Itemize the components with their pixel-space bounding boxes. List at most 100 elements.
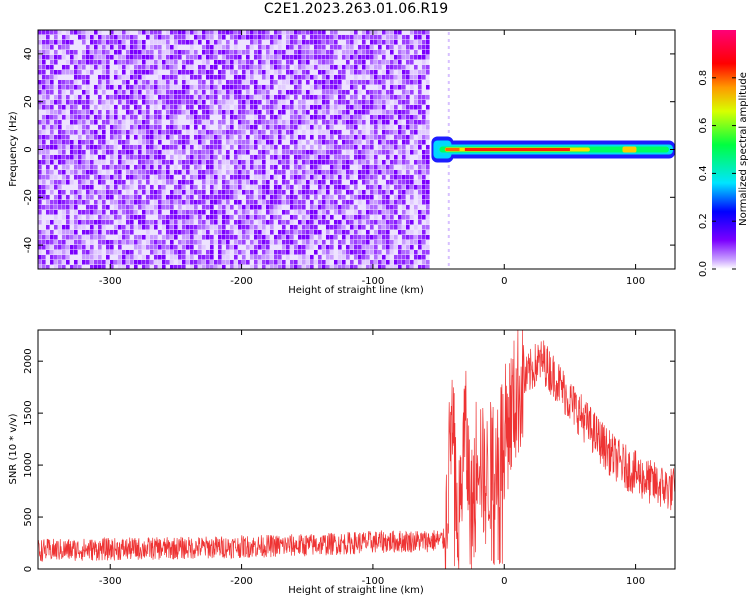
spectrogram-cell: [210, 180, 214, 185]
spectrogram-cell: [350, 145, 354, 150]
spectrogram-cell: [378, 240, 382, 245]
spectrogram-cell: [286, 150, 290, 155]
spectrogram-cell: [74, 165, 78, 170]
spectrogram-cell: [206, 205, 210, 210]
spectrogram-cell: [42, 70, 46, 75]
spectrogram-cell: [290, 75, 294, 80]
spectrogram-cell: [234, 115, 238, 120]
spectrogram-cell: [62, 110, 66, 115]
spectrogram-cell: [70, 180, 74, 185]
spectrogram-cell: [266, 190, 270, 195]
spectrogram-cell: [182, 165, 186, 170]
spectrogram-cell: [82, 125, 86, 130]
spectrogram-cell: [394, 135, 398, 140]
spectrogram-cell: [306, 230, 310, 235]
spectrogram-cell: [202, 70, 206, 75]
spectrogram-cell: [194, 110, 198, 115]
spectrogram-cell: [370, 115, 374, 120]
spectrogram-cell: [374, 70, 378, 75]
spectrogram-cell: [170, 265, 174, 269]
spectrogram-cell: [54, 165, 58, 170]
spectrogram-cell: [98, 230, 102, 235]
spectrogram-cell: [350, 180, 354, 185]
spectrogram-cell: [154, 160, 158, 165]
spectrogram-cell: [258, 110, 262, 115]
spectrogram-cell: [278, 70, 282, 75]
spectrogram-cell: [246, 175, 250, 180]
spectrogram-cell: [42, 235, 46, 240]
spectrogram-cell: [150, 115, 154, 120]
spectrogram-cell: [70, 60, 74, 65]
spectrogram-cell: [322, 45, 326, 50]
spectrogram-cell: [210, 130, 214, 135]
spectrogram-cell: [166, 225, 170, 230]
spectrogram-cell: [162, 160, 166, 165]
spectrogram-cell: [410, 260, 414, 265]
spectrogram-cell: [90, 180, 94, 185]
spectrogram-cell: [234, 195, 238, 200]
spectrogram-cell: [386, 145, 390, 150]
spectrogram-cell: [382, 170, 386, 175]
spectrogram-cell: [234, 165, 238, 170]
spectrogram-cell: [330, 135, 334, 140]
spectrogram-cell: [138, 245, 142, 250]
spectrogram-cell: [282, 210, 286, 215]
spectrogram-cell: [282, 130, 286, 135]
spectrogram-cell: [126, 230, 130, 235]
spectrogram-cell: [402, 105, 406, 110]
spectrogram-cell: [38, 120, 42, 125]
spectrogram-cell: [382, 165, 386, 170]
spectrogram-cell: [378, 200, 382, 205]
spectrogram-cell: [294, 30, 298, 35]
spectrogram-cell: [394, 120, 398, 125]
spectrogram-cell: [286, 250, 290, 255]
spectrogram-cell: [234, 240, 238, 245]
spectrogram-cell: [362, 115, 366, 120]
spectrogram-cell: [382, 160, 386, 165]
spectrogram-cell: [358, 215, 362, 220]
spectrogram-cell: [426, 150, 430, 155]
spectrogram-cell: [326, 200, 330, 205]
spectrogram-cell: [422, 255, 426, 260]
spectrogram-cell: [382, 195, 386, 200]
spectrogram-cell: [226, 95, 230, 100]
spectrogram-cell: [378, 135, 382, 140]
spectrogram-cell: [338, 240, 342, 245]
spectrogram-cell: [350, 225, 354, 230]
spectrogram-cell: [382, 80, 386, 85]
spectrogram-cell: [246, 220, 250, 225]
spectrogram-cell: [58, 90, 62, 95]
spectrogram-cell: [426, 265, 430, 269]
spectrogram-cell: [358, 265, 362, 269]
spectrogram-cell: [126, 100, 130, 105]
spectrogram-cell: [226, 165, 230, 170]
spectrogram-cell: [278, 170, 282, 175]
spectrogram-cell: [386, 150, 390, 155]
spectrogram-cell: [382, 120, 386, 125]
spectrogram-cell: [82, 225, 86, 230]
spectrogram-cell: [258, 150, 262, 155]
spectrogram-cell: [278, 90, 282, 95]
spectrogram-cell: [250, 70, 254, 75]
spectrogram-cell: [126, 55, 130, 60]
y-tick-label: 0: [23, 566, 34, 572]
spectrogram-cell: [114, 225, 118, 230]
spectrogram-cell: [426, 215, 430, 220]
spectrogram-cell: [254, 115, 258, 120]
spectrogram-cell: [238, 125, 242, 130]
spectrogram-cell: [214, 145, 218, 150]
spectrogram-cell: [398, 145, 402, 150]
spectrogram-cell: [402, 240, 406, 245]
spectrogram-cell: [206, 110, 210, 115]
spectrogram-cell: [310, 205, 314, 210]
spectrogram-cell: [234, 90, 238, 95]
spectrogram-cell: [270, 100, 274, 105]
spectrogram-cell: [326, 185, 330, 190]
spectrogram-cell: [222, 185, 226, 190]
spectrogram-cell: [246, 95, 250, 100]
spectrogram-cell: [158, 195, 162, 200]
spectrogram-cell: [182, 100, 186, 105]
spectrogram-cell: [342, 100, 346, 105]
spectrogram-cell: [154, 225, 158, 230]
spectrogram-cell: [182, 250, 186, 255]
